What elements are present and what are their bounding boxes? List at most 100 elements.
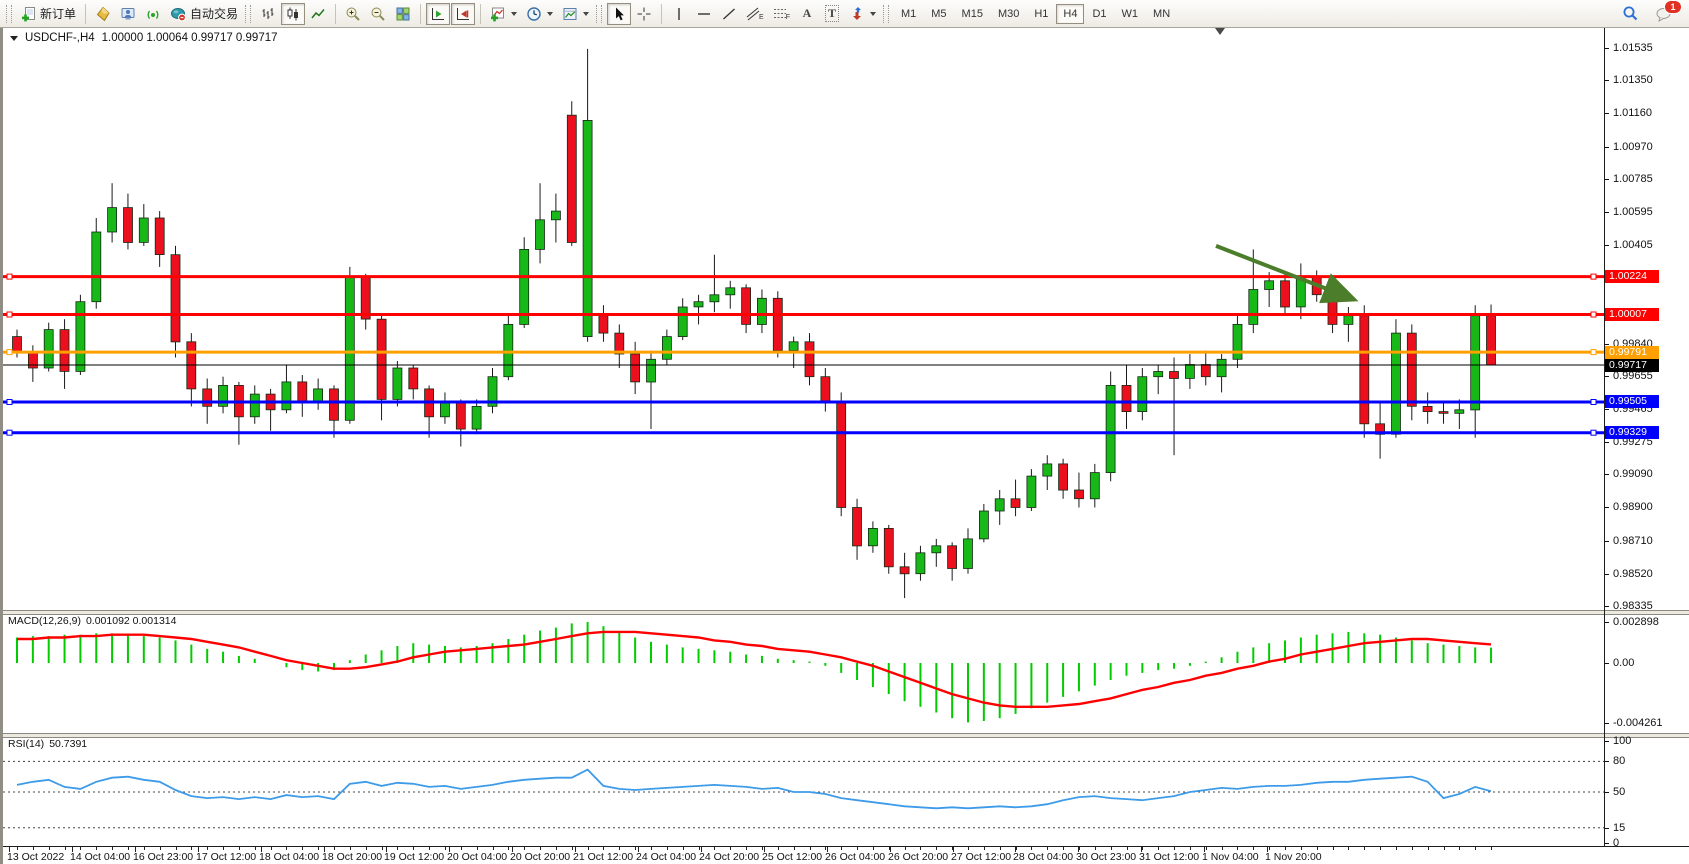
timeframe-h1-button[interactable]: H1	[1027, 4, 1055, 24]
crosshair-button[interactable]	[632, 3, 656, 25]
expert-advisors-button[interactable]	[116, 3, 140, 25]
toolbar-grip[interactable]	[596, 4, 603, 23]
date-axis[interactable]: 13 Oct 2022 14 Oct 04:00 16 Oct 23:00 17 Oc…	[3, 846, 1689, 864]
timeframe-mn-button[interactable]: MN	[1146, 4, 1177, 24]
price-chart-canvas[interactable]	[3, 28, 1604, 610]
line-handle[interactable]	[1590, 273, 1597, 280]
text-button[interactable]: A	[795, 3, 819, 25]
metaeditor-button[interactable]	[91, 3, 115, 25]
chart-symbol-period: USDCHF-,H4	[25, 32, 95, 44]
chart-shift-marker[interactable]	[1215, 28, 1225, 35]
separator	[480, 3, 482, 24]
date-minor-tick	[334, 847, 335, 850]
timeframe-m5-button[interactable]: M5	[924, 4, 953, 24]
price-line-label: 0.99717	[1605, 359, 1659, 372]
timeframe-w1-button[interactable]: W1	[1115, 4, 1146, 24]
line-handle[interactable]	[6, 349, 13, 356]
line-handle[interactable]	[6, 273, 13, 280]
rsi-chart-canvas[interactable]	[3, 736, 1604, 846]
panel-splitter[interactable]	[3, 610, 1689, 615]
chart-window: USDCHF-,H4 1.00000 1.00064 0.99717 0.997…	[0, 28, 1689, 864]
auto-scroll-button[interactable]	[426, 2, 451, 25]
chart-menu-icon[interactable]	[10, 35, 18, 41]
zoom-in-button[interactable]	[341, 3, 365, 25]
candlestick	[1470, 315, 1481, 411]
timeframe-m30-button[interactable]: M30	[991, 4, 1026, 24]
candlestick	[1074, 489, 1084, 500]
price-axis-tick: 1.01535	[1605, 42, 1653, 54]
tile-windows-button[interactable]	[391, 3, 415, 25]
cursor-button[interactable]	[607, 2, 632, 25]
date-minor-tick	[65, 847, 66, 850]
timeframe-h4-button[interactable]: H4	[1056, 3, 1085, 24]
price-axis[interactable]: 1.01535 1.01350 1.01160 1.00970 1.00785 1.005…	[1605, 28, 1689, 849]
candlestick	[899, 566, 910, 575]
indicators-dropdown-button[interactable]	[486, 3, 521, 25]
date-minor-tick	[1459, 847, 1460, 850]
autotrading-button[interactable]: 自动交易	[166, 3, 242, 25]
macd-values: 0.001092 0.001314	[85, 615, 177, 627]
metaeditor-icon	[95, 6, 111, 22]
toolbar-grip[interactable]	[882, 4, 889, 23]
line-handle[interactable]	[6, 399, 13, 405]
date-minor-tick	[1174, 847, 1175, 850]
toolbar-grip[interactable]	[245, 4, 252, 23]
line-handle[interactable]	[1590, 311, 1597, 318]
templates-dropdown-button[interactable]	[558, 3, 593, 25]
timeframe-m15-button[interactable]: M15	[955, 4, 990, 24]
line-handle[interactable]	[1590, 399, 1597, 405]
date-minor-tick	[1031, 847, 1032, 850]
price-line-label: 1.00007	[1605, 308, 1659, 321]
horizontal-line-button[interactable]	[692, 3, 716, 25]
notifications-button[interactable]: 1	[1651, 0, 1682, 25]
fibonacci-button[interactable]: F	[769, 3, 794, 25]
search-button[interactable]	[1618, 3, 1643, 25]
candlestick	[1280, 280, 1290, 308]
date-label: 30 Oct 23:00	[1076, 851, 1137, 863]
arrows-dropdown-button[interactable]	[845, 3, 880, 25]
fibonacci-glyph: F	[785, 14, 790, 21]
macd-axis-tick: 0.002898	[1605, 616, 1659, 628]
date-minor-tick	[524, 847, 525, 850]
price-axis-tick: 1.01160	[1605, 107, 1652, 119]
line-handle[interactable]	[6, 311, 13, 318]
equidistant-channel-button[interactable]: E	[742, 3, 768, 25]
toolbar-grip[interactable]	[6, 4, 12, 23]
date-minor-tick	[445, 847, 446, 850]
line-handle[interactable]	[1590, 349, 1597, 356]
chart-title[interactable]: USDCHF-,H4 1.00000 1.00064 0.99717 0.997…	[10, 32, 278, 44]
timeframe-d1-button[interactable]: D1	[1085, 4, 1113, 24]
bar-chart-button[interactable]	[256, 3, 280, 25]
date-minor-tick	[160, 847, 161, 850]
vertical-line-button[interactable]	[667, 3, 691, 25]
candlestick	[804, 341, 815, 378]
rsi-label: RSI(14) 50.7391	[8, 738, 88, 750]
date-minor-tick	[556, 847, 557, 850]
text-label-button[interactable]: T	[820, 3, 844, 25]
signals-button[interactable]	[141, 3, 165, 25]
candlestick	[947, 545, 957, 569]
trendline-button[interactable]	[717, 3, 741, 25]
trend-arrow-annotation[interactable]	[1215, 244, 1359, 304]
chart-shift-button[interactable]	[451, 2, 476, 25]
macd-chart-canvas[interactable]	[3, 613, 1604, 733]
new-order-button[interactable]: 新订单	[17, 3, 80, 25]
date-minor-tick	[366, 847, 367, 850]
date-minor-tick	[920, 847, 921, 850]
rsi-line	[16, 768, 1492, 810]
line-handle[interactable]	[1590, 429, 1597, 436]
periods-dropdown-button[interactable]	[522, 3, 557, 25]
line-chart-button[interactable]	[306, 3, 330, 25]
candlestick-chart-button[interactable]	[281, 2, 306, 25]
panel-splitter[interactable]	[3, 733, 1689, 738]
zoom-out-button[interactable]	[366, 3, 390, 25]
equidistant-channel-icon	[746, 6, 760, 22]
timeframe-m1-button[interactable]: M1	[894, 4, 923, 24]
date-minor-tick	[1317, 847, 1318, 850]
date-minor-tick	[1348, 847, 1349, 850]
price-axis-tick: 0.98900	[1605, 501, 1653, 513]
macd-axis-tick: 0.00	[1605, 657, 1634, 669]
date-minor-tick	[667, 847, 668, 850]
line-handle[interactable]	[6, 429, 13, 436]
candlestick	[994, 498, 1005, 512]
